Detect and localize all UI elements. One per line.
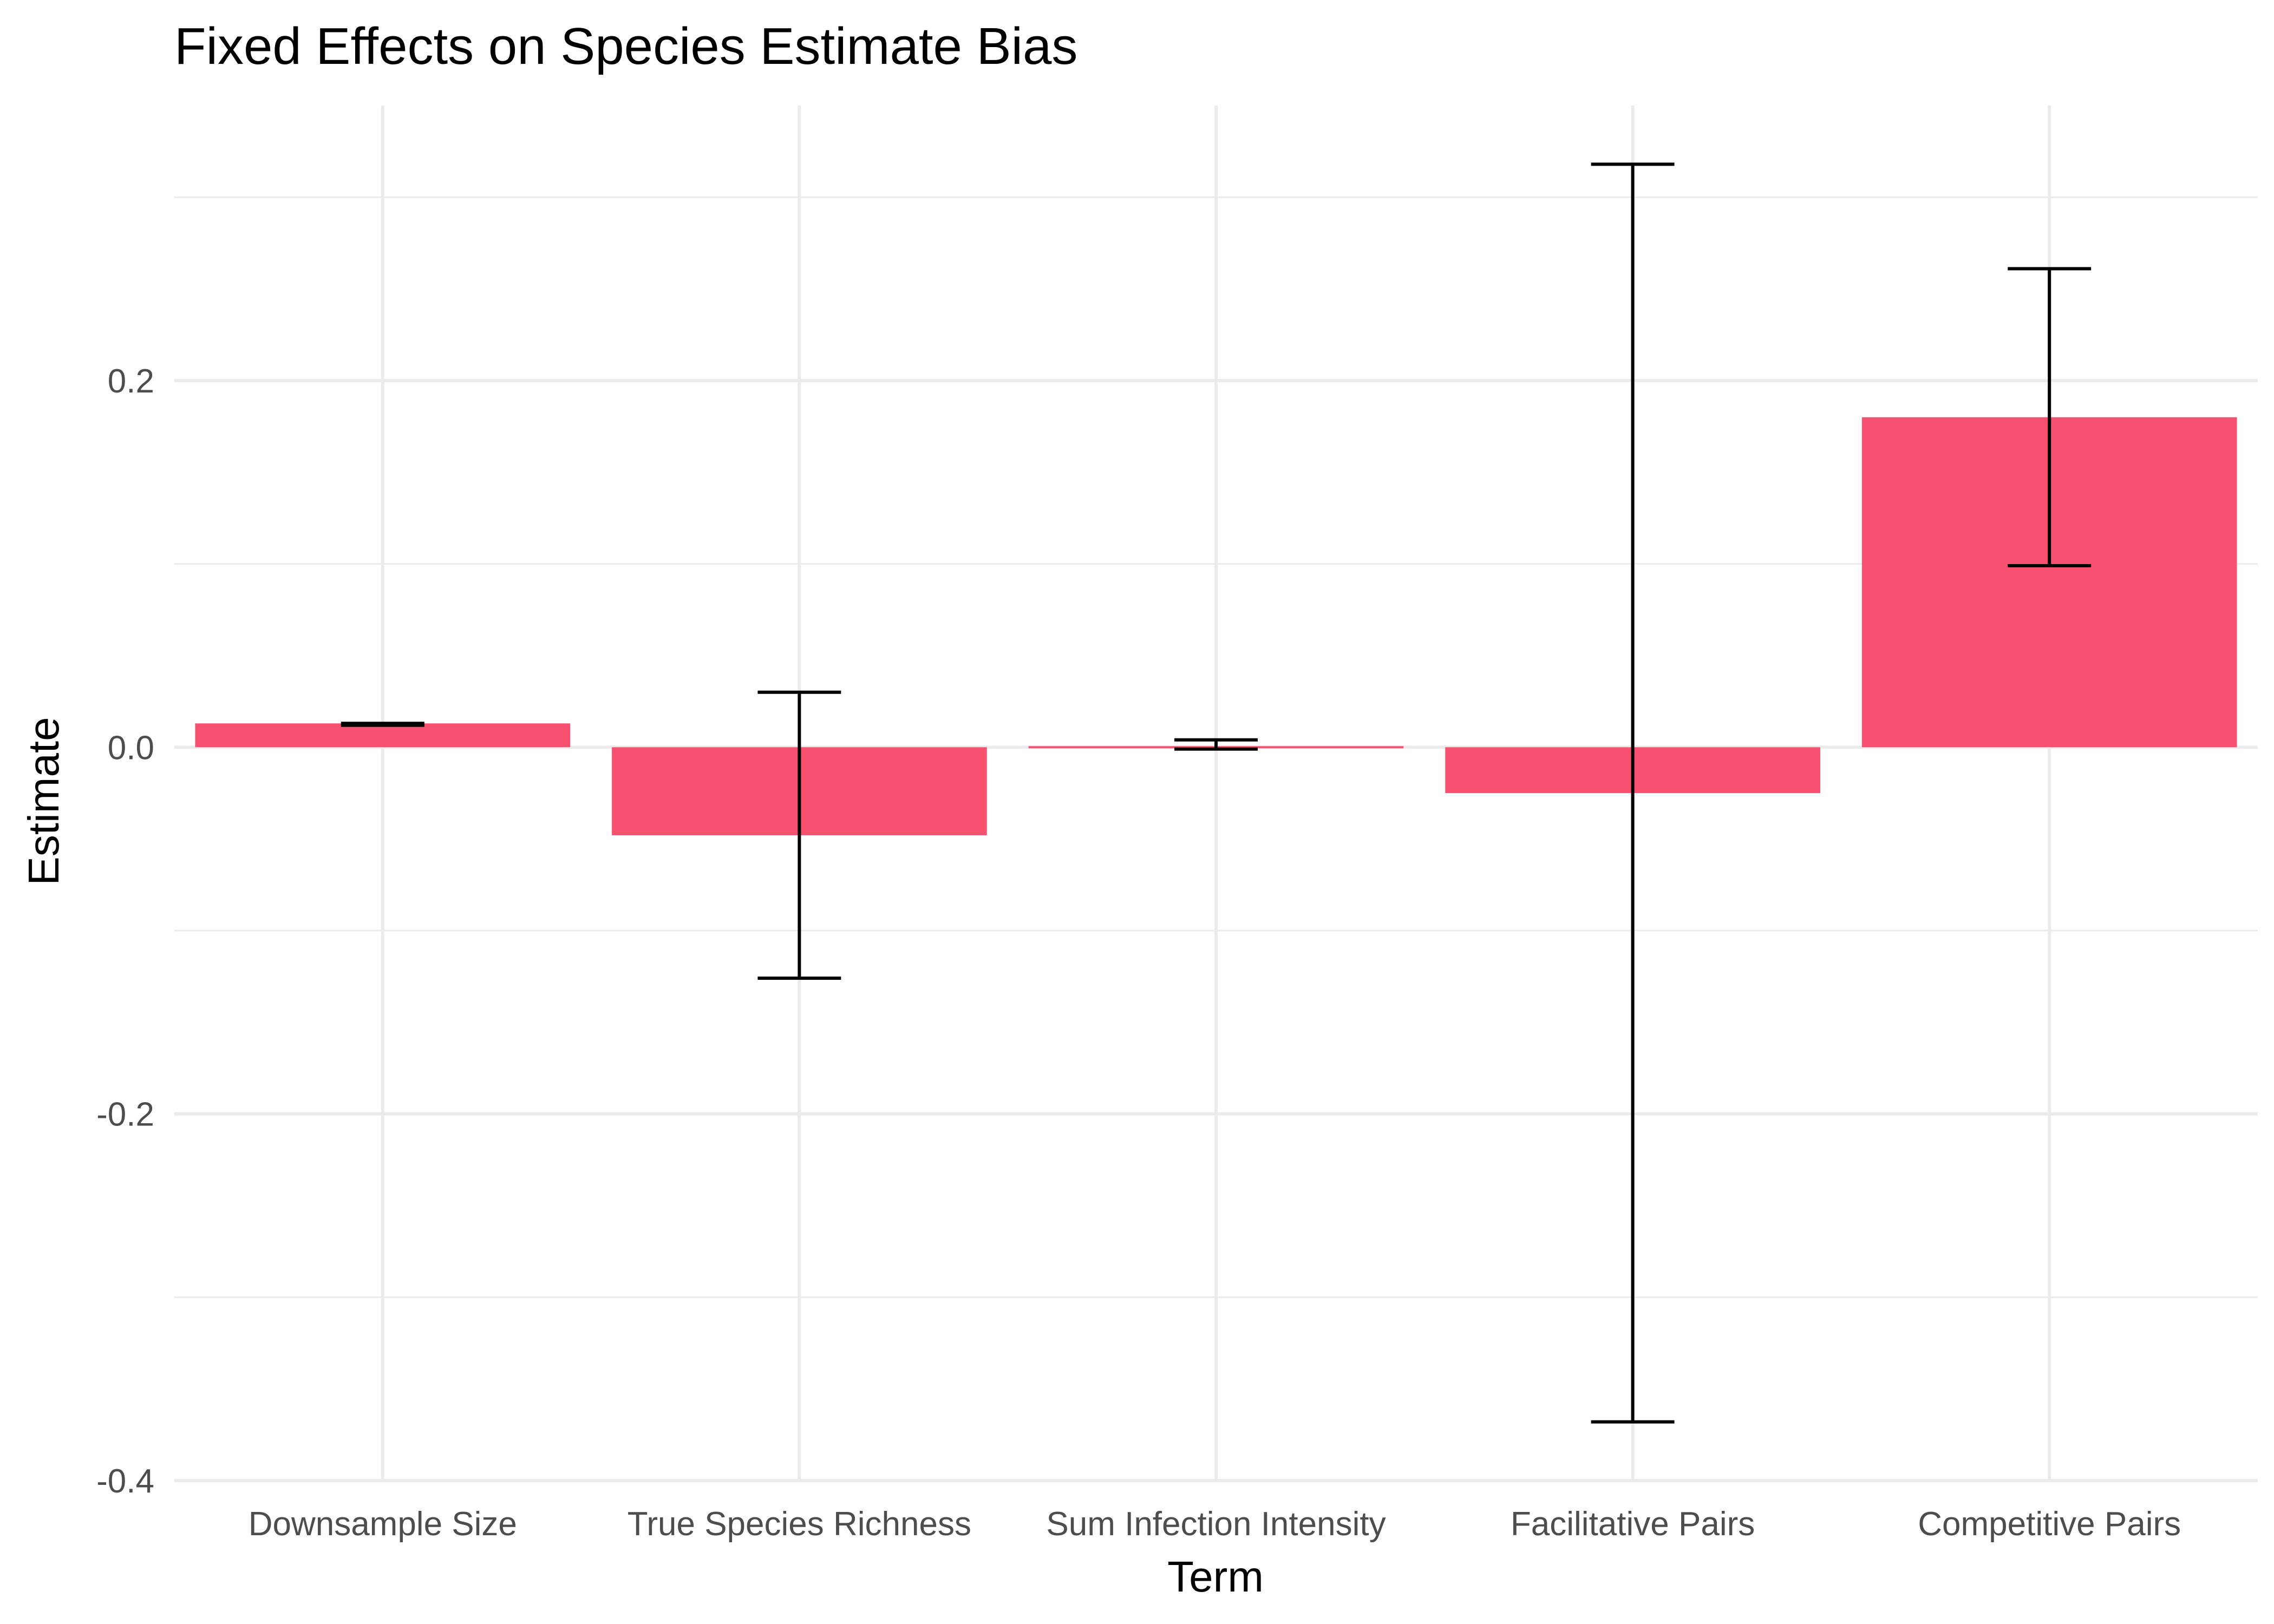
x-tick-label: Competitive Pairs [1918, 1505, 2181, 1543]
chart-title: Fixed Effects on Species Estimate Bias [174, 17, 1077, 75]
x-tick-label: True Species Richness [628, 1505, 971, 1543]
error-bar [1591, 162, 1675, 1424]
x-tick-label: Facilitative Pairs [1511, 1505, 1755, 1543]
error-bar [1174, 738, 1258, 751]
x-tick-label: Sum Infection Intensity [1046, 1505, 1386, 1543]
error-bar [341, 722, 424, 727]
error-bar [757, 690, 841, 980]
x-axis-ticks: Downsample Size True Species Richness Sum … [249, 1505, 2181, 1543]
y-tick-label: 0.2 [108, 363, 154, 400]
y-tick-label: 0.0 [108, 729, 154, 767]
x-tick-label: Downsample Size [249, 1505, 517, 1543]
error-bar [2008, 267, 2092, 568]
y-tick-label: -0.4 [96, 1463, 154, 1500]
x-axis-title: Term [1167, 1553, 1264, 1601]
y-axis-title: Estimate [19, 717, 68, 885]
bar [195, 723, 571, 748]
y-tick-label: -0.2 [96, 1096, 154, 1134]
y-axis-ticks: -0.4 -0.2 0.0 0.2 [96, 363, 154, 1500]
error-bars [341, 162, 2092, 1424]
grid [174, 106, 2258, 1482]
